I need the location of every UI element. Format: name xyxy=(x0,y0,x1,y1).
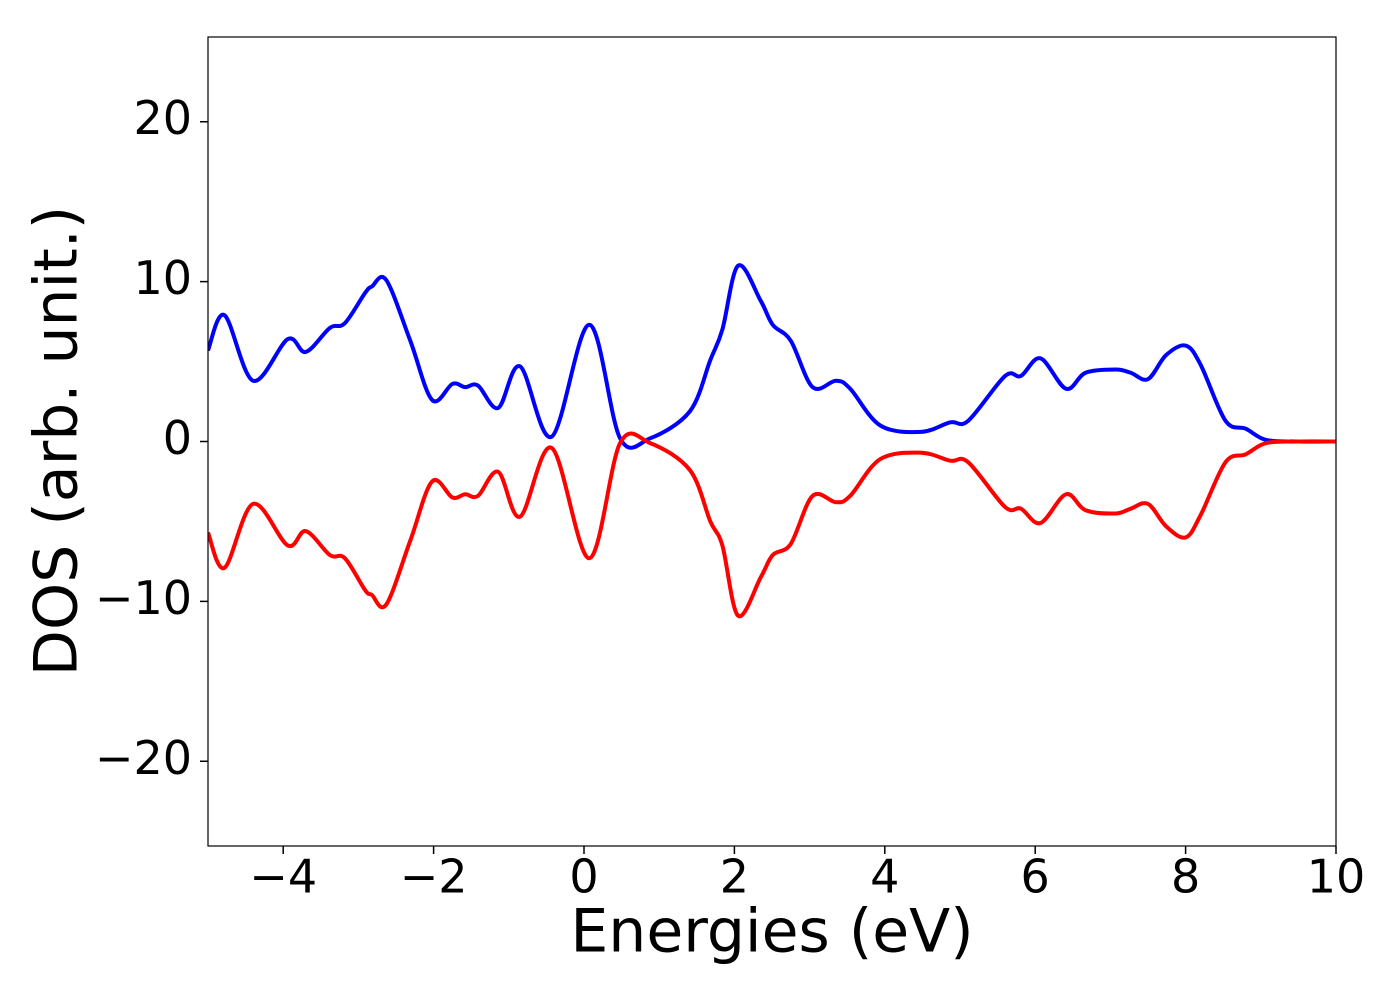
x-tick-label: 0 xyxy=(569,850,598,904)
x-tick-label: 8 xyxy=(1171,850,1200,904)
x-axis-label: Energies (eV) xyxy=(570,897,973,967)
x-tick-label: −4 xyxy=(249,850,317,904)
y-axis-label: DOS (arb. unit.) xyxy=(22,206,92,676)
x-tick-label: 6 xyxy=(1021,850,1050,904)
y-tick-label: 0 xyxy=(163,411,192,465)
x-tick-label: −2 xyxy=(400,850,468,904)
series-line xyxy=(208,431,1336,619)
series-line xyxy=(208,263,1336,450)
x-tick-label: 4 xyxy=(870,850,899,904)
x-tick-label: 10 xyxy=(1307,850,1366,904)
plot-frame xyxy=(207,36,1337,847)
y-tick-label: −10 xyxy=(95,571,192,625)
y-tick-label: 20 xyxy=(133,91,192,145)
y-tick-label: 10 xyxy=(133,251,192,305)
y-tick-label: −20 xyxy=(95,731,192,785)
x-tick-label: 2 xyxy=(720,850,749,904)
